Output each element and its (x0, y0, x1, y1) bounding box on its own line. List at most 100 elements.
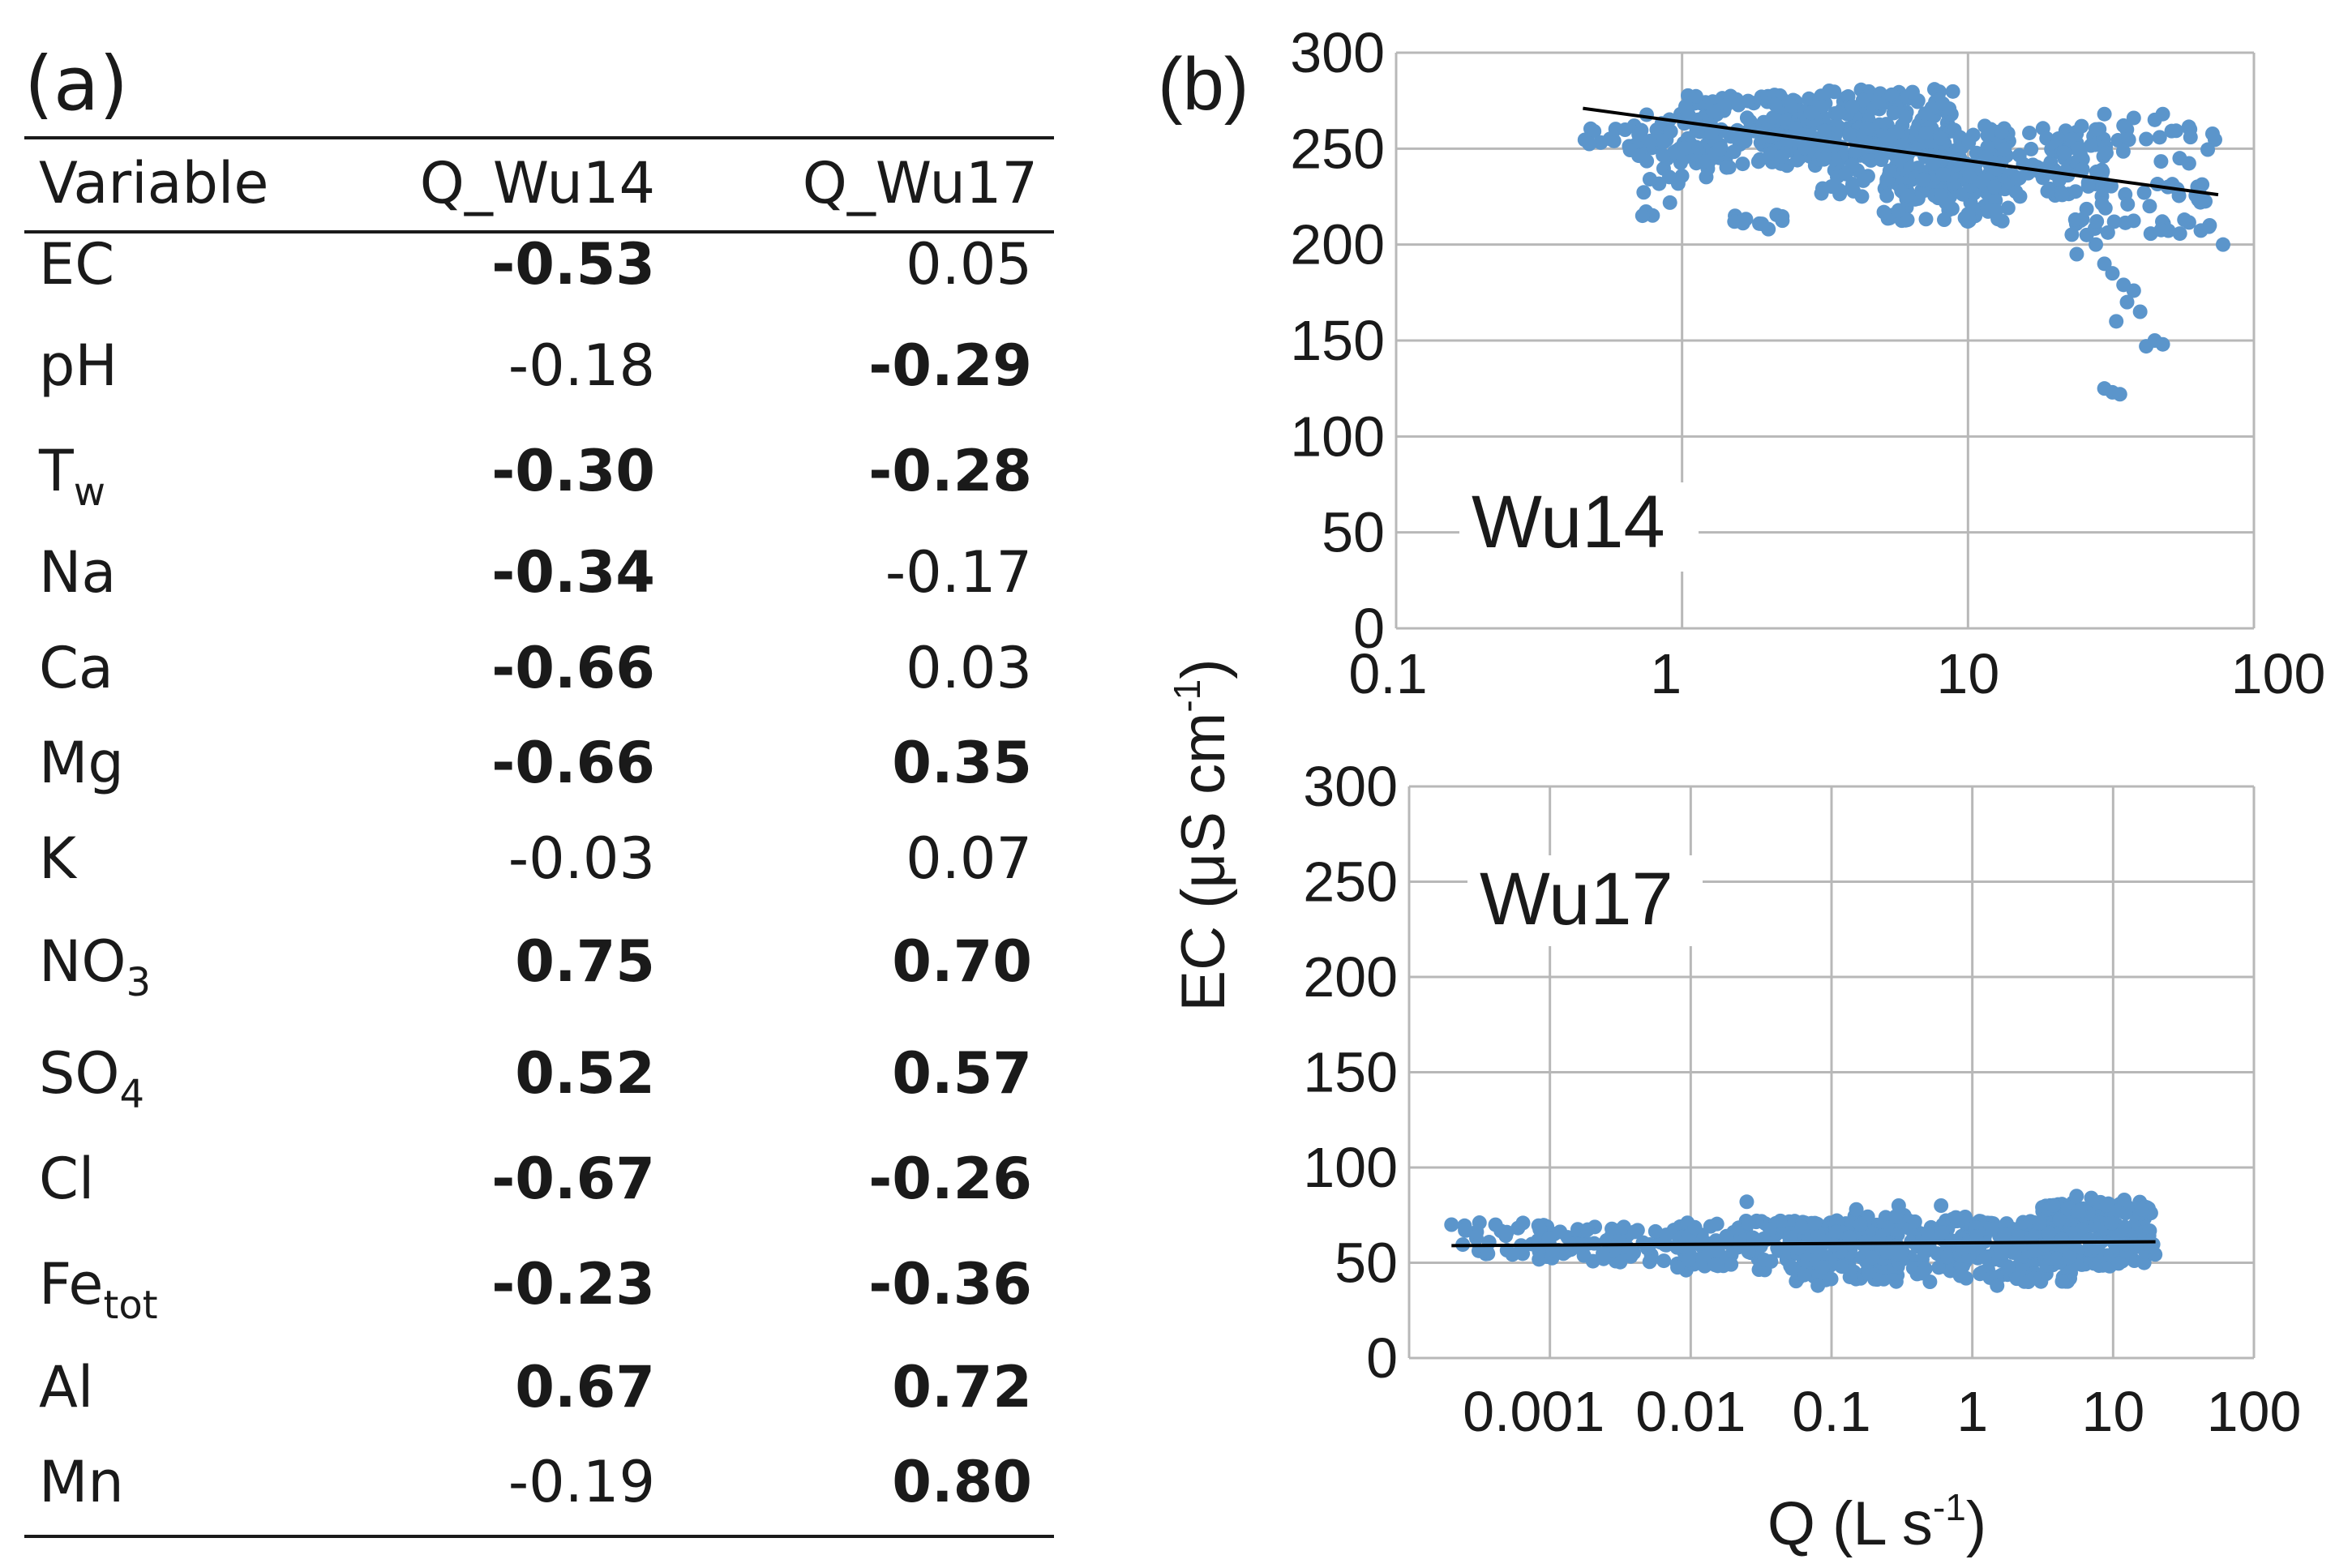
data-point (1677, 140, 1692, 156)
data-point (1915, 172, 1930, 187)
data-point (2111, 1256, 2127, 1271)
row-variable-subscript: 4 (120, 1072, 145, 1117)
data-point (1934, 187, 1949, 203)
data-point (1891, 1198, 1906, 1213)
trendline (1451, 1240, 2156, 1248)
data-point (2193, 195, 2209, 210)
data-point (1735, 156, 1750, 172)
data-point (1692, 124, 1707, 139)
table-body: EC -0.53 0.05 pH -0.18 -0.29 Tw -0.30 -0.28 Na -0.… (38, 231, 1032, 1515)
row-variable: SO4 (39, 1040, 144, 1117)
data-point (1945, 84, 1960, 99)
data-point (1935, 96, 1951, 111)
data-point (1617, 122, 1633, 138)
data-point (1670, 176, 1686, 191)
data-point (1458, 1223, 1473, 1238)
data-point (1829, 1213, 1844, 1228)
data-point (2087, 1240, 2102, 1256)
data-point (2109, 314, 2124, 329)
data-point (2079, 227, 2094, 242)
wu14-tick-labels: 0 50 100 150 200 250 300 0.1 1 10 100 (1290, 21, 2325, 705)
data-point (2112, 387, 2127, 402)
data-point (2075, 161, 2090, 177)
y-tick-label: 100 (1303, 1136, 1398, 1199)
data-point (1986, 179, 2002, 195)
data-point (2119, 1236, 2134, 1252)
data-point (2119, 294, 2135, 310)
data-point (1707, 1257, 1723, 1273)
row-variable-subscript: 3 (126, 960, 151, 1005)
data-point (1756, 1253, 1772, 1268)
data-point (2171, 188, 2187, 203)
correlation-table: (a) Variable Q_Wu14 Q_Wu17 EC -0.53 0.05 pH… (24, 41, 1054, 1538)
row-variable-main: Cl (39, 1146, 94, 1212)
data-point (1827, 152, 1842, 167)
data-point (2126, 110, 2141, 126)
data-point (1704, 125, 1720, 140)
y-tick-label: 50 (1335, 1232, 1398, 1295)
row-value-wu14: -0.19 (508, 1449, 655, 1515)
data-point (2116, 118, 2131, 133)
data-point (2056, 145, 2072, 161)
data-point (1797, 1267, 1812, 1283)
row-value-wu17: -0.29 (868, 332, 1032, 399)
data-point (1838, 166, 1853, 182)
data-point (1863, 152, 1879, 168)
data-point (1814, 99, 1830, 114)
data-point (1856, 173, 1871, 188)
data-point (2079, 201, 2094, 216)
data-point (1879, 188, 1895, 203)
data-point (2071, 141, 2086, 156)
row-value-wu17: -0.26 (868, 1146, 1032, 1212)
panel-label-b: (b) (1158, 43, 1249, 126)
data-point (1934, 1198, 1949, 1213)
data-point (1961, 135, 1977, 150)
y-tick-label: 300 (1290, 21, 1385, 84)
data-point (1739, 110, 1754, 126)
data-point (1907, 1214, 1922, 1229)
data-point (1926, 156, 1941, 171)
data-point (2071, 1203, 2086, 1219)
data-point (2097, 256, 2112, 272)
row-variable-main: Ca (39, 635, 114, 701)
data-point (1997, 141, 2012, 156)
data-point (2009, 1271, 2024, 1287)
data-point (1797, 140, 1812, 156)
data-point (2100, 225, 2115, 240)
data-point (1643, 133, 1658, 148)
data-point (2054, 187, 2070, 203)
data-point (1712, 141, 1728, 156)
data-point (1733, 1231, 1749, 1246)
data-point (1782, 1229, 1797, 1245)
x-tick-label: 0.1 (1792, 1380, 1870, 1443)
data-point (2024, 141, 2039, 156)
row-variable: Fetot (39, 1251, 158, 1328)
data-point (1498, 1228, 1514, 1244)
data-point (2134, 1202, 2149, 1217)
wu17-tick-labels: 0 50 100 150 200 250 300 0.001 0.01 0.1 1 10 100 (1303, 755, 2301, 1443)
header-variable: Variable (39, 150, 268, 216)
data-point (1886, 105, 1901, 121)
data-point (1904, 84, 1920, 100)
x-axis-title-main: Q (L s (1767, 1489, 1933, 1558)
data-point (1854, 189, 1870, 204)
data-point (1706, 104, 1721, 119)
row-variable: Tw (38, 438, 105, 515)
data-point (1904, 1234, 1919, 1249)
row-variable-main: EC (39, 231, 114, 298)
data-point (2069, 1189, 2084, 1204)
data-point (1767, 96, 1783, 112)
data-point (1959, 1270, 1974, 1286)
data-point (1631, 126, 1647, 142)
data-point (2204, 126, 2220, 141)
data-point (1933, 131, 1948, 146)
data-point (1479, 1244, 1494, 1259)
data-point (1682, 109, 1697, 124)
data-point (2089, 122, 2104, 137)
data-point (1859, 121, 1874, 136)
y-axis-title: EC (μS cm-1) (1166, 658, 1238, 1011)
data-point (2106, 214, 2122, 229)
data-point (1776, 111, 1792, 126)
data-point (2098, 145, 2114, 161)
data-point (1842, 1229, 1857, 1245)
